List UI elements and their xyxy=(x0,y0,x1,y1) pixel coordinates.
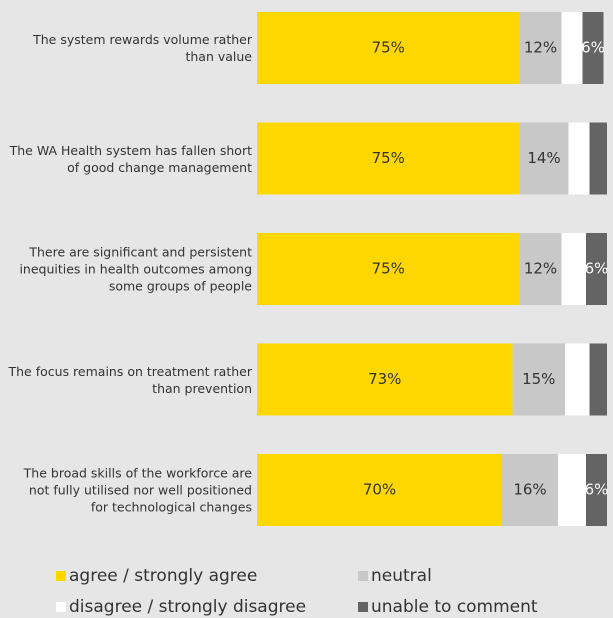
bar-segment xyxy=(257,454,502,526)
legend-swatch xyxy=(358,571,368,581)
bar-segment xyxy=(582,12,604,84)
category-label: The focus remains on treatment rather th… xyxy=(8,363,253,396)
bar-segment xyxy=(586,454,607,526)
bar-segment xyxy=(586,233,607,305)
value-label: 6% xyxy=(585,481,609,499)
category-label: The broad skills of the workforce are no… xyxy=(23,465,252,515)
value-label: 73% xyxy=(368,370,401,388)
legend-label: neutral xyxy=(371,566,432,586)
value-label: 6% xyxy=(585,260,609,278)
legend-label: agree / strongly agree xyxy=(69,566,257,586)
bar-segment xyxy=(519,12,562,84)
value-label: 75% xyxy=(372,149,405,167)
value-label: 14% xyxy=(527,149,560,167)
bar-segment xyxy=(519,233,562,305)
bar-segment xyxy=(561,12,583,84)
bar-segment xyxy=(519,122,569,195)
bar-segment xyxy=(257,343,513,416)
category-label: The WA Health system has fallen short of… xyxy=(9,142,252,175)
legend-swatch xyxy=(56,571,66,581)
value-label: 70% xyxy=(363,481,396,499)
bar-segment xyxy=(589,122,607,195)
bar-segment xyxy=(558,454,586,526)
bar-segment xyxy=(565,343,590,416)
value-label: 75% xyxy=(372,260,405,278)
bar-segment xyxy=(257,12,520,84)
value-label: 16% xyxy=(513,481,546,499)
category-label: There are significant and persistent ine… xyxy=(19,244,252,294)
legend-swatch xyxy=(358,602,368,612)
value-label: 6% xyxy=(581,39,605,57)
bar-segment xyxy=(568,122,590,195)
value-label: 75% xyxy=(372,39,405,57)
value-label: 12% xyxy=(524,39,557,57)
value-label: 15% xyxy=(522,370,555,388)
legend-swatch xyxy=(56,602,66,612)
legend-label: unable to comment xyxy=(371,597,538,617)
legend-label: disagree / strongly disagree xyxy=(69,597,306,617)
bar-segment xyxy=(512,343,565,416)
bar-segment xyxy=(257,233,520,305)
value-label: 12% xyxy=(524,260,557,278)
bar-segment xyxy=(589,343,607,416)
bar-segment xyxy=(561,233,586,305)
bar-segment xyxy=(502,454,558,526)
category-label: The system rewards volume rather than va… xyxy=(33,32,252,64)
bar-segment xyxy=(257,122,520,195)
